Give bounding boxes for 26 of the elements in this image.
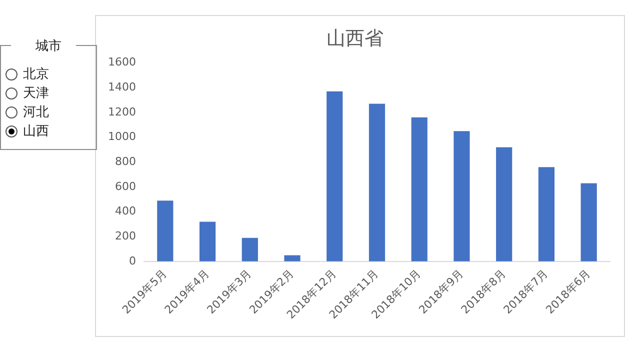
bar xyxy=(411,117,428,262)
y-tick-label: 200 xyxy=(114,229,136,242)
bar xyxy=(368,104,386,262)
y-tick-label: 1200 xyxy=(108,105,136,118)
bar xyxy=(199,222,216,262)
bar xyxy=(326,91,343,262)
chart-title: 山西省 xyxy=(326,27,384,50)
bar xyxy=(242,238,258,262)
text: 河北 xyxy=(23,104,49,121)
bar xyxy=(538,167,555,262)
text: 城市 xyxy=(32,39,66,54)
text: 北京 xyxy=(23,66,49,83)
bar xyxy=(496,147,512,262)
y-tick-label: 800 xyxy=(114,154,136,168)
y-tick-label: 0 xyxy=(128,254,136,268)
bar xyxy=(580,183,597,262)
text: 天津 xyxy=(23,85,49,102)
y-tick-label: 1400 xyxy=(108,80,136,94)
bar xyxy=(284,255,300,262)
y-tick-label: 1600 xyxy=(108,56,136,69)
text: 山西 xyxy=(23,123,49,140)
y-tick-label: 400 xyxy=(114,204,136,218)
bar xyxy=(454,131,470,262)
y-tick-label: 600 xyxy=(114,180,136,193)
bar xyxy=(157,200,174,262)
y-tick-label: 1000 xyxy=(108,130,136,144)
